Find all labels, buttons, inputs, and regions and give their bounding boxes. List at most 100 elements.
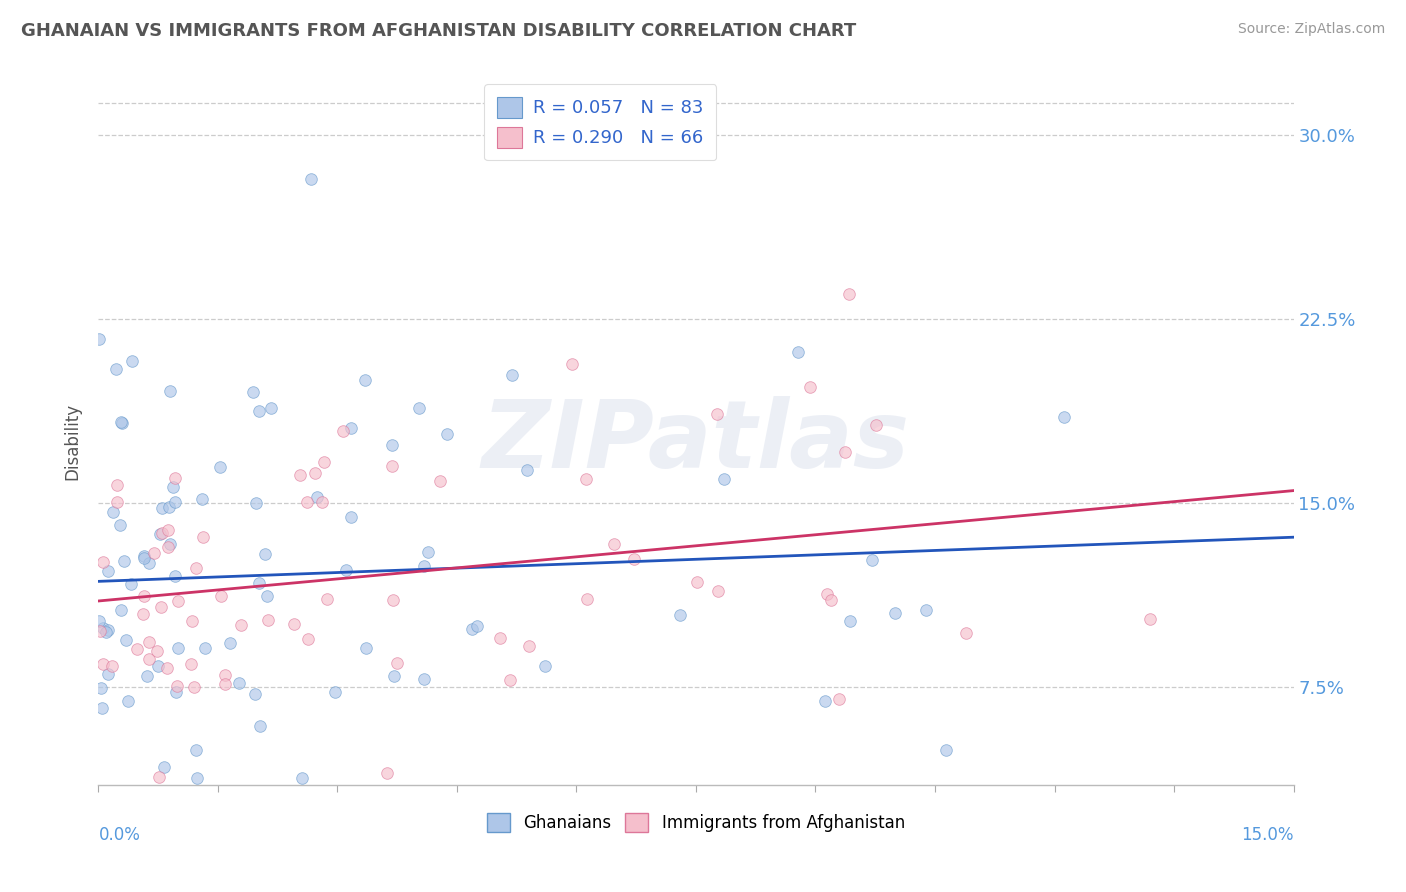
Point xyxy=(413,672,436,686)
Point xyxy=(105,495,128,509)
Point xyxy=(602,537,624,551)
Point xyxy=(669,607,692,622)
Y-axis label: Disability: Disability xyxy=(63,403,82,480)
Point xyxy=(97,666,120,681)
Point xyxy=(820,593,842,607)
Point xyxy=(143,545,166,559)
Point xyxy=(117,694,139,708)
Point xyxy=(254,547,277,561)
Point xyxy=(91,657,114,671)
Point xyxy=(332,424,354,438)
Point xyxy=(838,287,860,301)
Point xyxy=(138,556,160,570)
Point xyxy=(165,495,187,509)
Point xyxy=(166,679,188,693)
Point xyxy=(148,658,170,673)
Point xyxy=(381,459,404,474)
Point xyxy=(243,687,266,701)
Point xyxy=(183,680,205,694)
Point xyxy=(209,460,232,475)
Point xyxy=(110,603,132,617)
Point xyxy=(340,510,363,524)
Point xyxy=(132,590,155,604)
Point xyxy=(138,634,160,648)
Point xyxy=(111,417,134,431)
Text: GHANAIAN VS IMMIGRANTS FROM AFGHANISTAN DISABILITY CORRELATION CHART: GHANAIAN VS IMMIGRANTS FROM AFGHANISTAN … xyxy=(21,22,856,40)
Point xyxy=(242,384,264,399)
Point xyxy=(381,437,404,451)
Point xyxy=(387,656,409,670)
Point xyxy=(828,692,851,706)
Point xyxy=(145,644,167,658)
Point xyxy=(87,614,110,628)
Point xyxy=(307,490,329,504)
Point xyxy=(156,660,179,674)
Point xyxy=(228,676,250,690)
Point xyxy=(101,659,124,673)
Point xyxy=(290,771,312,785)
Point xyxy=(132,607,155,621)
Point xyxy=(94,624,117,639)
Point xyxy=(707,584,730,599)
Point xyxy=(135,669,157,683)
Point xyxy=(148,770,170,784)
Point xyxy=(429,475,451,489)
Legend: Ghanaians, Immigrants from Afghanistan: Ghanaians, Immigrants from Afghanistan xyxy=(481,805,911,838)
Point xyxy=(915,602,938,616)
Point xyxy=(103,504,125,518)
Point xyxy=(467,619,489,633)
Point xyxy=(686,575,709,590)
Point xyxy=(814,694,837,708)
Point xyxy=(152,501,174,516)
Point xyxy=(575,472,598,486)
Point xyxy=(149,526,172,541)
Point xyxy=(184,560,207,574)
Point xyxy=(87,332,110,346)
Point xyxy=(138,651,160,665)
Point xyxy=(121,354,143,368)
Point xyxy=(290,468,312,483)
Point xyxy=(499,673,522,688)
Text: 15.0%: 15.0% xyxy=(1241,826,1294,844)
Text: ZIPatlas: ZIPatlas xyxy=(482,395,910,488)
Point xyxy=(955,626,977,640)
Text: 0.0%: 0.0% xyxy=(98,826,141,844)
Point xyxy=(115,633,138,648)
Point xyxy=(283,617,305,632)
Point xyxy=(815,587,838,601)
Point xyxy=(335,563,357,577)
Point xyxy=(534,658,557,673)
Point xyxy=(218,636,240,650)
Point xyxy=(91,621,114,635)
Point xyxy=(436,426,458,441)
Point xyxy=(110,415,132,429)
Point xyxy=(561,357,583,371)
Point xyxy=(180,657,202,672)
Point xyxy=(112,554,135,568)
Point xyxy=(104,361,127,376)
Point xyxy=(935,743,957,757)
Point xyxy=(1053,409,1076,424)
Point xyxy=(163,568,186,582)
Point xyxy=(713,472,735,486)
Point xyxy=(353,373,375,387)
Point xyxy=(516,463,538,477)
Point xyxy=(354,640,377,655)
Point xyxy=(1139,612,1161,626)
Point xyxy=(214,677,236,691)
Point xyxy=(408,401,430,416)
Point xyxy=(167,640,190,655)
Point xyxy=(121,576,143,591)
Point xyxy=(191,491,214,506)
Point xyxy=(91,555,114,569)
Point xyxy=(181,615,204,629)
Point xyxy=(501,368,523,382)
Point xyxy=(89,624,111,638)
Point xyxy=(706,408,728,422)
Point xyxy=(163,471,186,485)
Point xyxy=(91,701,114,715)
Point xyxy=(165,685,187,699)
Point xyxy=(149,600,172,615)
Point xyxy=(162,480,184,494)
Point xyxy=(576,591,599,606)
